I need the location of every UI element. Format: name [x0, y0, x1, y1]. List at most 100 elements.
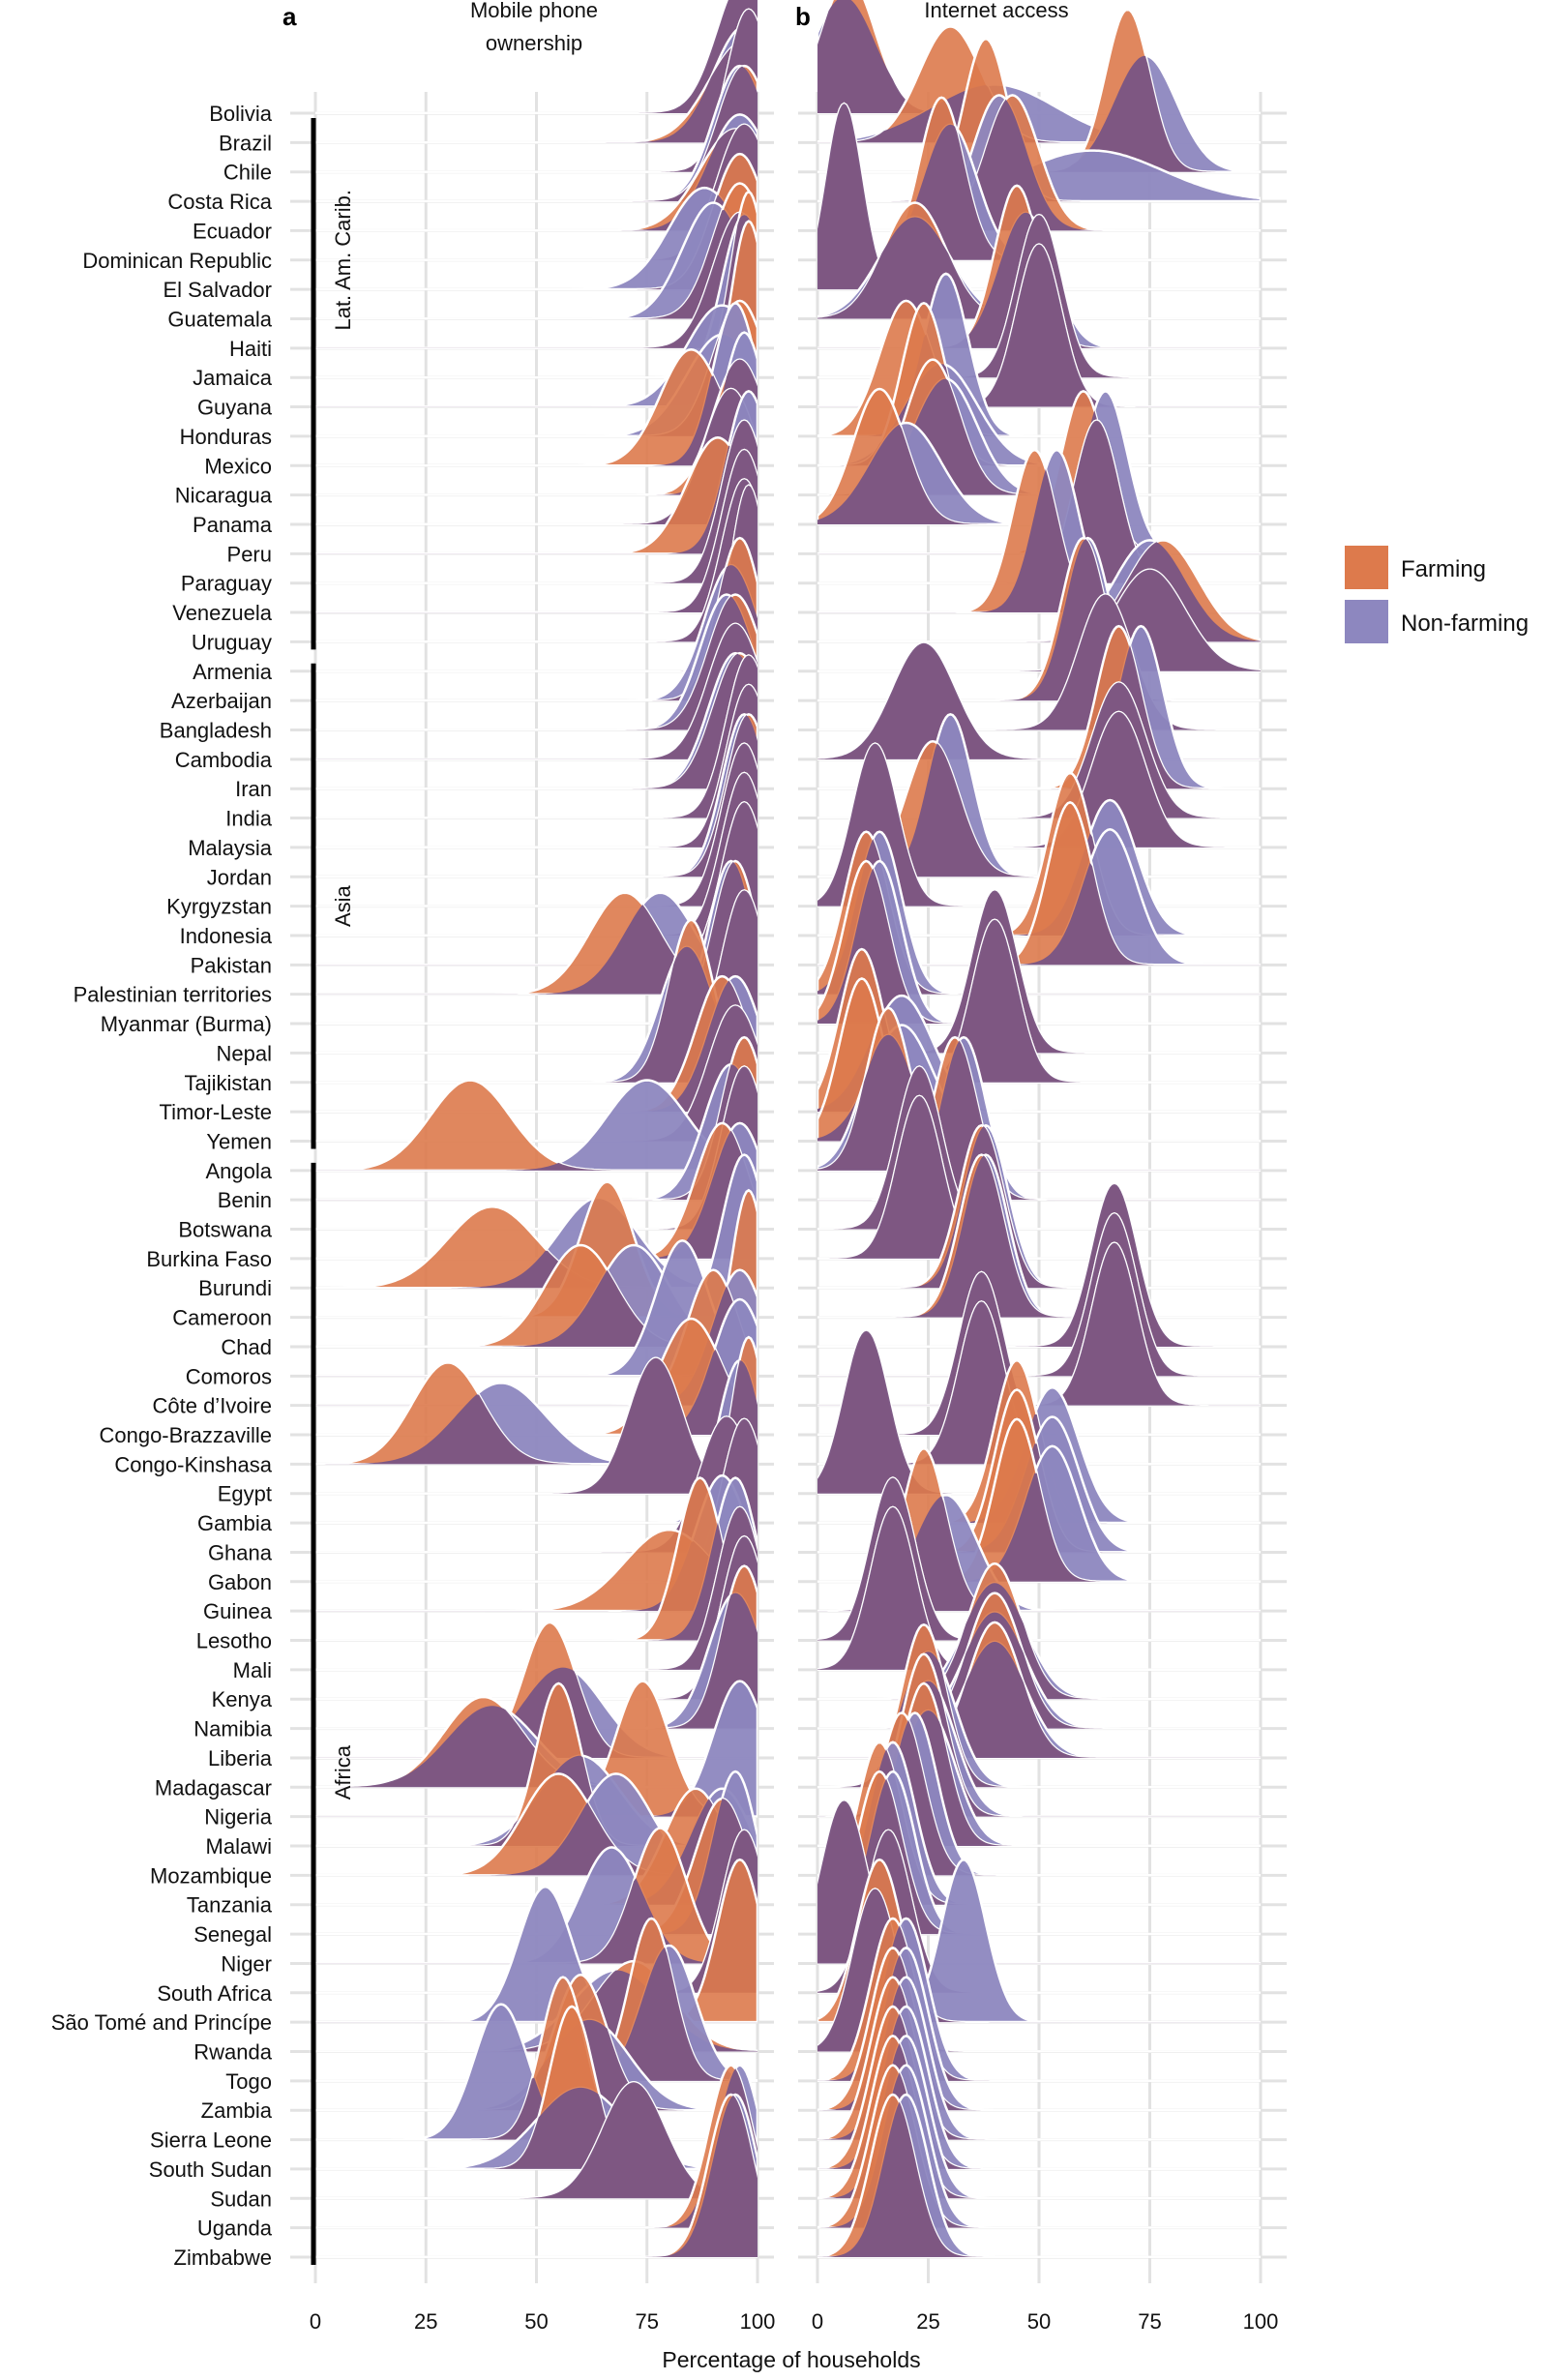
ridge-internet [817, 1094, 1261, 1260]
overlap-density [817, 1473, 1261, 1582]
ridge-mobile [315, 2093, 758, 2258]
ridge-mobile [315, 1976, 758, 2141]
ridge-internet [817, 1329, 1261, 1495]
ridge-internet [817, 641, 1261, 760]
overlap-density [315, 905, 758, 995]
country-label: Côte d’Ivoire [152, 1394, 272, 1418]
x-tick-label: 25 [414, 2309, 437, 2334]
ridge-layer [315, 0, 1261, 2258]
x-tick-label: 100 [740, 2309, 776, 2334]
country-label: Burundi [198, 1276, 272, 1300]
country-label: Mozambique [150, 1863, 272, 1888]
grid-layer [290, 92, 1287, 2283]
country-label: Egypt [218, 1482, 272, 1506]
overlap-density [817, 1184, 1261, 1347]
x-tick-label: 50 [524, 2309, 548, 2334]
country-label: Rwanda [193, 2040, 272, 2065]
country-label: Kyrgyzstan [166, 895, 272, 919]
panel-a-title-line1: Mobile phone [470, 0, 598, 22]
country-label: Guatemala [167, 307, 272, 331]
country-label: Jamaica [193, 366, 273, 390]
ridge-internet [817, 94, 1261, 232]
country-label: Sudan [210, 2187, 272, 2211]
country-label: Comoros [186, 1364, 272, 1388]
overlap-density [817, 642, 1261, 759]
country-label: Namibia [193, 1717, 272, 1741]
overlap-density [315, 1799, 758, 1935]
country-label: Togo [225, 2069, 272, 2094]
country-label: Sierra Leone [150, 2128, 272, 2153]
ridge-mobile [315, 1621, 758, 1759]
legend-swatch-non-farming [1345, 600, 1388, 643]
country-label: São Tomé and Princípe [51, 2010, 272, 2035]
ridge-internet [817, 1153, 1261, 1319]
country-label: Armenia [193, 660, 273, 684]
country-label: Mexico [204, 454, 272, 478]
country-label: Venezuela [172, 601, 273, 625]
country-label: Gabon [208, 1570, 272, 1594]
overlap-density [817, 743, 1261, 878]
overlap-density [817, 217, 1261, 319]
country-label: Cameroon [172, 1306, 272, 1330]
country-label: Ecuador [193, 219, 272, 243]
country-label: Dominican Republic [82, 249, 272, 273]
legend-swatch-farming [1345, 546, 1388, 589]
overlap-density [817, 1477, 1261, 1641]
x-tick-label: 50 [1027, 2309, 1051, 2334]
overlap-density [817, 1719, 1261, 1876]
country-label: Zambia [201, 2098, 273, 2123]
overlap-density [315, 1592, 758, 1729]
ridge-internet [817, 1211, 1261, 1378]
overlap-density [817, 104, 1261, 290]
country-label: Chad [221, 1335, 272, 1359]
panel-b-letter: b [795, 2, 811, 31]
overlap-density [315, 1162, 758, 1171]
country-label: Congo-Kinshasa [114, 1452, 272, 1476]
country-label: Zimbabwe [174, 2246, 272, 2270]
ridge-internet [817, 1123, 1261, 1290]
legend: Farming Non-farming [1345, 546, 1529, 643]
overlap-density [315, 1250, 758, 1289]
overlap-density [315, 1667, 758, 1758]
panel-a-title-line2: ownership [486, 31, 582, 55]
country-label: Tajikistan [185, 1071, 272, 1095]
country-label: Nicaragua [175, 484, 273, 508]
overlap-density [817, 711, 1261, 848]
country-label: Senegal [193, 1922, 272, 1947]
country-label: Guyana [197, 396, 273, 420]
overlap-density [817, 1583, 1261, 1700]
legend-label-non-farming: Non-farming [1401, 610, 1529, 637]
overlap-density [315, 1947, 758, 2081]
country-label: Guinea [203, 1599, 273, 1623]
ridge-internet [817, 1476, 1261, 1642]
region-label: Africa [331, 1744, 355, 1800]
country-label: Cambodia [175, 748, 273, 772]
overlap-density [817, 424, 1261, 524]
country-label: Timor-Leste [159, 1100, 272, 1124]
country-label: Gambia [197, 1511, 273, 1535]
country-label: Chile [223, 161, 272, 185]
panel-a-letter: a [282, 2, 297, 31]
country-label: Azerbaijan [171, 689, 272, 713]
country-label: Madagascar [155, 1775, 272, 1800]
overlap-density [817, 55, 1261, 172]
overlap-density [817, 1095, 1261, 1259]
country-label: Nigeria [204, 1805, 272, 1830]
country-label: Peru [227, 542, 272, 566]
overlap-density [817, 99, 1261, 231]
country-label: South Sudan [149, 2157, 272, 2182]
country-label: Congo-Brazzaville [99, 1423, 272, 1447]
overlap-density [315, 2082, 758, 2199]
country-label: Palestinian territories [74, 983, 272, 1007]
ridge-internet [817, 1562, 1261, 1701]
x-tick-label: 25 [916, 2309, 939, 2334]
overlap-density [817, 1242, 1261, 1406]
country-label: Benin [218, 1188, 272, 1212]
x-tick-label: 0 [310, 2309, 321, 2334]
x-tick-label: 75 [1138, 2309, 1161, 2334]
country-label: Bolivia [209, 102, 273, 126]
overlap-density [315, 1349, 758, 1436]
overlap-density [817, 1213, 1261, 1377]
ridge-mobile [315, 1356, 758, 1495]
